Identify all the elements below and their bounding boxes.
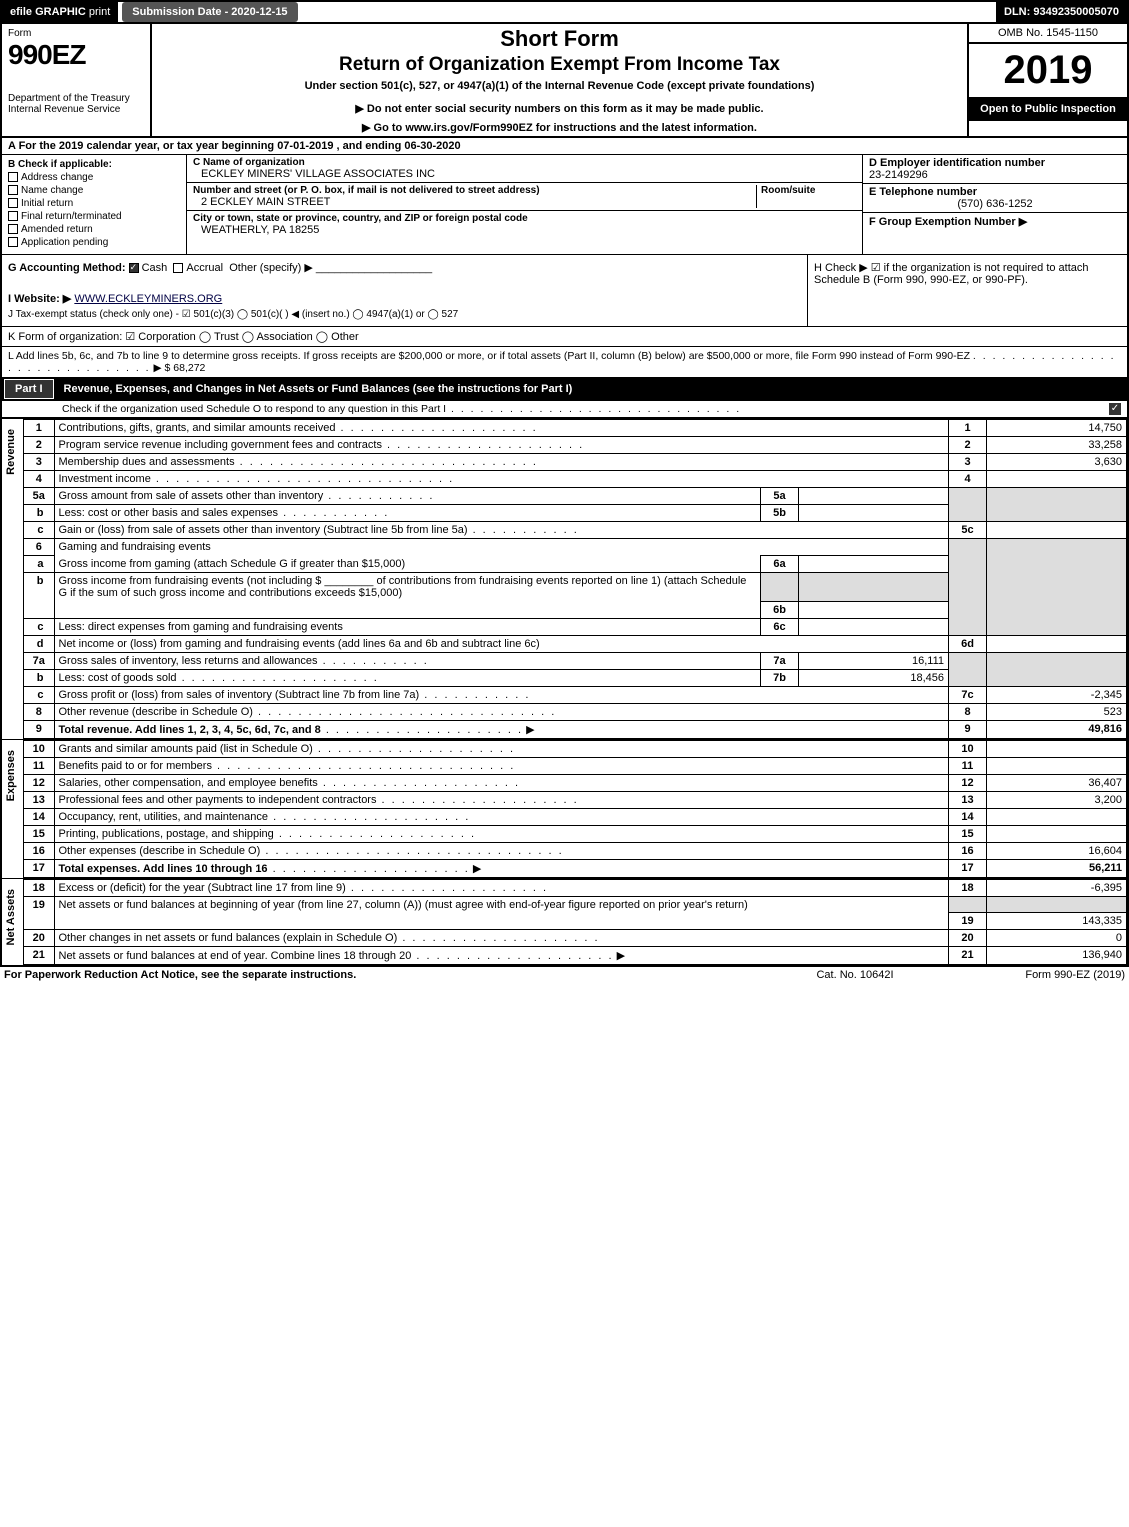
revenue-section: Revenue 1Contributions, gifts, grants, a… <box>2 418 1127 739</box>
j-tax-exempt: J Tax-exempt status (check only one) - ☑… <box>8 309 801 320</box>
form-word: Form <box>8 28 144 39</box>
l-gross-receipts: L Add lines 5b, 6c, and 7b to line 9 to … <box>2 346 1127 377</box>
title-sub: Under section 501(c), 527, or 4947(a)(1)… <box>162 80 957 92</box>
line18-value: -6,395 <box>987 879 1127 896</box>
expenses-section: Expenses 10Grants and similar amounts pa… <box>2 739 1127 878</box>
chk-name-change[interactable]: Name change <box>8 185 180 196</box>
chk-cash-icon <box>129 263 139 273</box>
line17-value: 56,211 <box>987 859 1127 877</box>
header-left: Form 990EZ Department of the Treasury In… <box>2 24 152 136</box>
footer-cat: Cat. No. 10642I <box>765 969 945 981</box>
chk-address-change[interactable]: Address change <box>8 172 180 183</box>
line7a-value: 16,111 <box>799 652 949 669</box>
part1-subtext: Check if the organization used Schedule … <box>2 401 1127 418</box>
footer-form: Form 990-EZ (2019) <box>945 969 1125 981</box>
chk-accrual-icon <box>173 263 183 273</box>
part1-header: Part I Revenue, Expenses, and Changes in… <box>2 377 1127 401</box>
line21-value: 136,940 <box>987 947 1127 965</box>
print-link[interactable]: print <box>89 6 110 18</box>
e-tel-label: E Telephone number <box>869 186 1121 198</box>
line8-value: 523 <box>987 703 1127 720</box>
dln-label: DLN: 93492350005070 <box>996 2 1127 22</box>
line3-value: 3,630 <box>987 454 1127 471</box>
line2-value: 33,258 <box>987 437 1127 454</box>
i-website: I Website: ▶ WWW.ECKLEYMINERS.ORG <box>8 292 801 305</box>
part1-title: Revenue, Expenses, and Changes in Net As… <box>56 380 581 398</box>
line20-value: 0 <box>987 930 1127 947</box>
omb-number: OMB No. 1545-1150 <box>969 24 1127 44</box>
expenses-vert-label: Expenses <box>2 740 24 878</box>
d-ein-label: D Employer identification number <box>869 157 1121 169</box>
e-tel-value: (570) 636-1252 <box>869 198 1121 210</box>
form-number: 990EZ <box>8 39 144 71</box>
efile-graphic-print[interactable]: efile GRAPHIC print <box>2 2 118 22</box>
section-b-through-f: B Check if applicable: Address change Na… <box>2 154 1127 254</box>
note-goto: ▶ Go to www.irs.gov/Form990EZ for instru… <box>162 121 957 134</box>
c-room-label: Room/suite <box>761 185 856 196</box>
line4-value <box>987 471 1127 488</box>
dept-treasury: Department of the Treasury <box>8 93 144 104</box>
chk-amended-return[interactable]: Amended return <box>8 224 180 235</box>
header-center: Short Form Return of Organization Exempt… <box>152 24 967 136</box>
part1-tab: Part I <box>4 379 54 399</box>
c-addr-label: Number and street (or P. O. box, if mail… <box>193 185 756 196</box>
tax-year: 2019 <box>969 44 1127 97</box>
page-footer: For Paperwork Reduction Act Notice, see … <box>0 967 1129 983</box>
note-public: ▶ Do not enter social security numbers o… <box>162 102 957 115</box>
website-link[interactable]: WWW.ECKLEYMINERS.ORG <box>74 293 222 305</box>
col-d-e-f: D Employer identification number 23-2149… <box>862 155 1127 254</box>
title-main: Return of Organization Exempt From Incom… <box>162 54 957 76</box>
netassets-section: Net Assets 18Excess or (deficit) for the… <box>2 878 1127 966</box>
f-group-label: F Group Exemption Number ▶ <box>869 215 1121 228</box>
section-g-h-i: G Accounting Method: Cash Accrual Other … <box>2 254 1127 326</box>
line16-value: 16,604 <box>987 842 1127 859</box>
col-b-checkboxes: B Check if applicable: Address change Na… <box>2 155 187 254</box>
c-name-value: ECKLEY MINERS' VILLAGE ASSOCIATES INC <box>193 168 856 180</box>
line7b-value: 18,456 <box>799 669 949 686</box>
irs-label: Internal Revenue Service <box>8 104 144 115</box>
footer-left: For Paperwork Reduction Act Notice, see … <box>4 969 765 981</box>
g-accounting: G Accounting Method: Cash Accrual Other … <box>8 261 801 274</box>
header-right: OMB No. 1545-1150 2019 Open to Public In… <box>967 24 1127 136</box>
netassets-vert-label: Net Assets <box>2 879 24 966</box>
b-label: B Check if applicable: <box>8 159 180 170</box>
c-city-label: City or town, state or province, country… <box>193 213 856 224</box>
chk-application-pending[interactable]: Application pending <box>8 237 180 248</box>
open-to-public: Open to Public Inspection <box>969 97 1127 121</box>
efile-label: efile GRAPHIC <box>10 6 86 18</box>
line13-value: 3,200 <box>987 791 1127 808</box>
h-check: H Check ▶ ☑ if the organization is not r… <box>807 255 1127 326</box>
line7c-value: -2,345 <box>987 686 1127 703</box>
line19-value: 143,335 <box>987 913 1127 930</box>
ghi-left: G Accounting Method: Cash Accrual Other … <box>2 255 807 326</box>
checked-icon: ✓ <box>1109 403 1121 415</box>
line1-value: 14,750 <box>987 420 1127 437</box>
revenue-table: 1Contributions, gifts, grants, and simil… <box>24 419 1127 739</box>
c-addr-value: 2 ECKLEY MAIN STREET <box>193 196 756 208</box>
title-short-form: Short Form <box>162 26 957 52</box>
form-body: Form 990EZ Department of the Treasury In… <box>0 24 1129 967</box>
submission-date-badge: Submission Date - 2020-12-15 <box>122 2 297 22</box>
c-name-label: C Name of organization <box>193 157 856 168</box>
form-header: Form 990EZ Department of the Treasury In… <box>2 24 1127 136</box>
col-c-org-info: C Name of organization ECKLEY MINERS' VI… <box>187 155 862 254</box>
line9-value: 49,816 <box>987 720 1127 738</box>
revenue-vert-label: Revenue <box>2 419 24 739</box>
row-a-tax-year: A For the 2019 calendar year, or tax yea… <box>2 136 1127 154</box>
d-ein-value: 23-2149296 <box>869 169 1121 181</box>
expenses-table: 10Grants and similar amounts paid (list … <box>24 740 1127 878</box>
chk-initial-return[interactable]: Initial return <box>8 198 180 209</box>
line12-value: 36,407 <box>987 774 1127 791</box>
netassets-table: 18Excess or (deficit) for the year (Subt… <box>24 879 1127 966</box>
chk-final-return[interactable]: Final return/terminated <box>8 211 180 222</box>
c-city-value: WEATHERLY, PA 18255 <box>193 224 856 236</box>
top-bar: efile GRAPHIC print Submission Date - 20… <box>0 0 1129 24</box>
k-form-of-org: K Form of organization: ☑ Corporation ◯ … <box>2 326 1127 346</box>
